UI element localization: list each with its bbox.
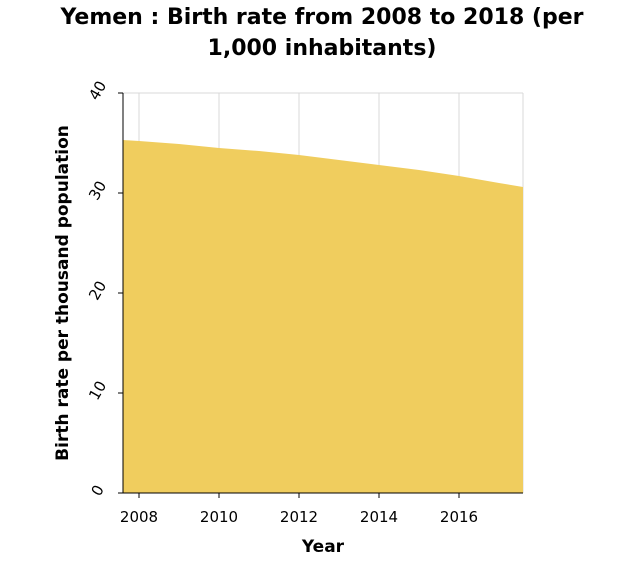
chart-title-line-1: Yemen : Birth rate from 2008 to 2018 (pe…	[60, 5, 584, 30]
x-tick-label: 2008	[120, 508, 158, 526]
x-tick-label: 2014	[360, 508, 398, 526]
y-tick-label: 30	[85, 178, 110, 204]
x-tick-label: 2016	[440, 508, 478, 526]
y-tick-label: 40	[85, 78, 110, 104]
x-tick-label: 2010	[200, 508, 238, 526]
y-tick-label: 20	[85, 278, 110, 304]
chart-title-line-2: 1,000 inhabitants)	[207, 36, 437, 61]
y-axis-title: Birth rate per thousand population	[53, 125, 73, 461]
area-series-0	[123, 140, 523, 493]
y-tick-label: 0	[87, 482, 107, 499]
x-axis-title: Year	[301, 537, 345, 557]
x-tick-label: 2012	[280, 508, 318, 526]
chart-title: Yemen : Birth rate from 2008 to 2018 (pe…	[0, 2, 644, 64]
y-tick-label: 10	[85, 378, 110, 404]
